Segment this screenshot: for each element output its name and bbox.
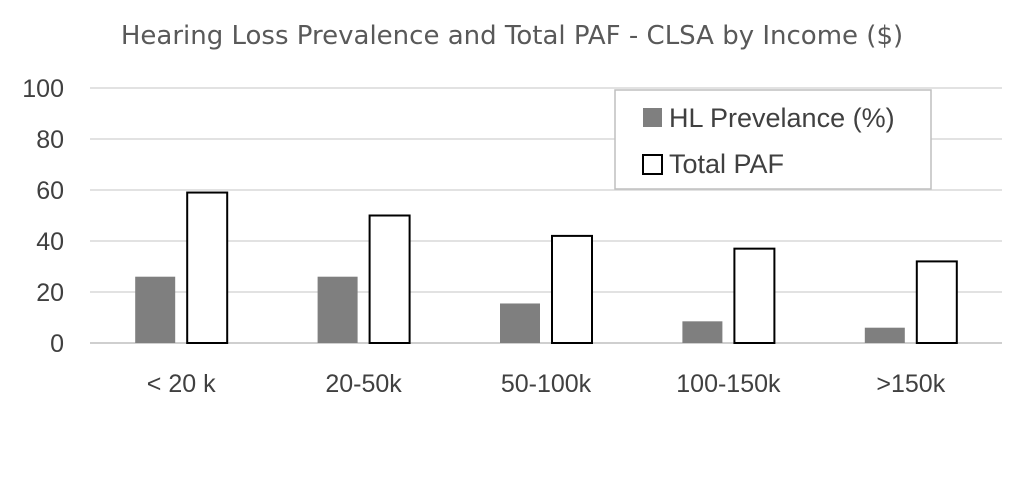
x-tick-label: 50-100k (501, 370, 592, 398)
bar-total-paf (733, 247, 776, 344)
bar-total-paf (368, 214, 411, 344)
legend-swatch-total-paf (642, 154, 663, 175)
x-axis-ticks: < 20 k 20-50k 50-100k 100-150k >150k (147, 370, 946, 398)
y-tick-label: 0 (50, 330, 64, 358)
y-tick-label: 20 (36, 279, 64, 307)
legend-label-hl-prevalence: HL Prevelance (%) (669, 103, 895, 133)
bar-hl-prevalence (135, 276, 176, 343)
legend: HL Prevelance (%) Total PAF (614, 89, 932, 190)
x-tick-label: 100-150k (676, 370, 781, 398)
legend-label-total-paf: Total PAF (669, 149, 784, 179)
y-tick-label: 80 (36, 126, 64, 154)
bar-hl-prevalence (500, 303, 540, 343)
bar-hl-prevalence (682, 321, 723, 343)
chart-title: Hearing Loss Prevalence and Total PAF - … (121, 21, 903, 51)
legend-box (614, 89, 932, 190)
y-axis-ticks: 0 20 40 60 80 100 (22, 75, 64, 358)
y-tick-label: 40 (36, 228, 64, 256)
bars (135, 191, 958, 344)
legend-swatch-hl-prevalence (643, 108, 662, 127)
y-tick-label: 100 (22, 75, 64, 103)
bar-hl-prevalence (864, 327, 905, 343)
x-tick-label: >150k (876, 370, 945, 398)
gridlines (90, 87, 1002, 344)
y-tick-label: 60 (36, 177, 64, 205)
bar-hl-prevalence (317, 276, 358, 343)
bar-total-paf (915, 260, 958, 344)
bar-total-paf (551, 234, 593, 344)
x-tick-label: 20-50k (325, 370, 402, 398)
bar-total-paf (186, 191, 229, 344)
x-tick-label: < 20 k (147, 370, 216, 398)
